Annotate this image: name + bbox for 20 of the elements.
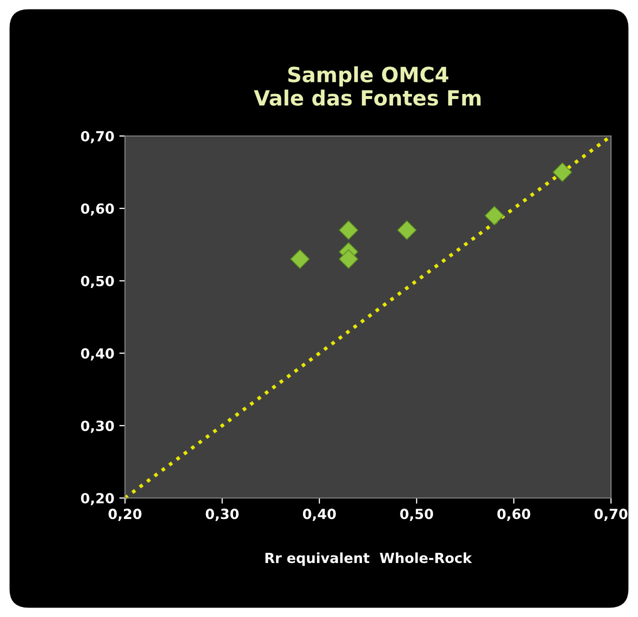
point <box>338 220 358 240</box>
y-tick-label: 0,20 <box>80 492 114 506</box>
y-tick-label: 0,50 <box>80 276 114 288</box>
point <box>552 162 572 182</box>
y-tick-label: 0,70 <box>80 130 114 144</box>
point <box>397 220 417 240</box>
x-tick-label: 0,40 <box>302 508 336 521</box>
point <box>290 249 310 269</box>
y-tick-label: 0,30 <box>80 420 114 433</box>
x-axis-title: Rr equivalent Whole-Rock <box>265 552 472 566</box>
x-tick-label: 0,60 <box>497 508 530 521</box>
point <box>338 249 358 269</box>
x-tick-label: 0,50 <box>400 508 434 521</box>
x-tick-label: 0,20 <box>108 508 142 521</box>
x-tick-label: 0,30 <box>206 508 239 521</box>
y-tick-label: 0,60 <box>80 203 114 216</box>
chart-title: Sample OMC4 Vale das Fontes Fm <box>254 66 481 106</box>
y-tick-label: 0,40 <box>80 348 114 360</box>
point <box>484 206 504 226</box>
x-tick-label: 0,70 <box>594 508 628 521</box>
